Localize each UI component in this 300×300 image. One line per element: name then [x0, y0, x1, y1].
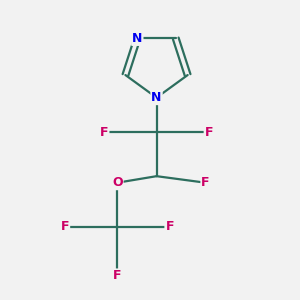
Text: N: N — [132, 32, 142, 45]
Text: F: F — [61, 220, 69, 233]
Text: O: O — [112, 176, 123, 189]
Text: F: F — [201, 176, 210, 189]
Text: N: N — [152, 91, 162, 104]
Text: F: F — [165, 220, 174, 233]
Text: F: F — [100, 125, 108, 139]
Text: F: F — [205, 125, 213, 139]
Text: F: F — [113, 269, 122, 283]
